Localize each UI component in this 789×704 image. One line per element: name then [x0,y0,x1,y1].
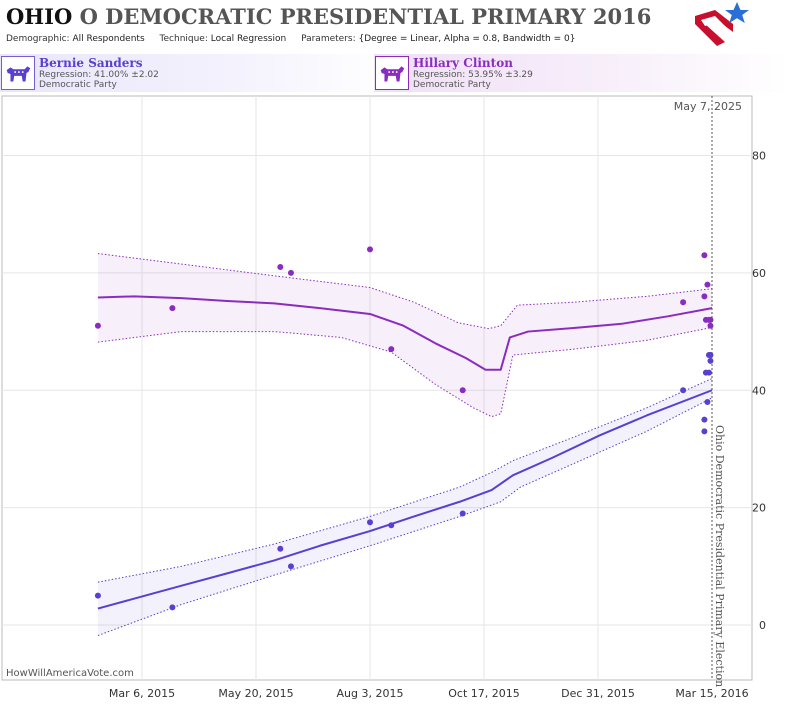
confidence-band-bernie-sanders [97,378,713,636]
y-tick-label: 80 [752,150,766,163]
parameters-label: Parameters: [301,34,356,44]
data-point-bernie-sanders [459,510,466,517]
data-point-bernie-sanders [707,352,714,359]
x-tick-label: Aug 3, 2015 [337,687,404,700]
data-point-bernie-sanders [287,563,294,570]
band-lower-bernie-sanders [97,397,713,637]
data-point-bernie-sanders [705,369,712,376]
democratic-donkey-icon [375,56,409,90]
data-point-hillary-clinton [707,316,714,323]
y-tick-label: 0 [759,619,766,632]
technique-value: Local Regression [210,34,287,44]
chart-header: OHIO O DEMOCRATIC PRESIDENTIAL PRIMARY 2… [0,0,789,50]
data-point-hillary-clinton [367,246,373,253]
data-point-bernie-sanders [704,398,711,405]
data-point-hillary-clinton [277,264,284,271]
candidate-party: Democratic Party [39,80,117,90]
trend-line-bernie-sanders [97,389,713,610]
chart-title: OHIO O DEMOCRATIC PRESIDENTIAL PRIMARY 2… [6,4,651,29]
current-date-label: May 7, 2025 [674,100,742,113]
x-tick-label: Oct 17, 2015 [448,687,520,700]
chart-meta: Demographic: All Respondents Technique: … [6,34,575,44]
title-rest: O DEMOCRATIC PRESIDENTIAL PRIMARY 2016 [79,4,652,29]
data-point-bernie-sanders [94,592,101,599]
data-point-hillary-clinton [388,346,395,353]
data-point-bernie-sanders [701,416,708,423]
data-point-hillary-clinton [701,293,708,300]
state-name: OHIO [6,4,73,29]
y-tick-label: 40 [752,384,766,397]
band-upper-bernie-sanders [97,378,713,583]
data-point-hillary-clinton [169,305,176,312]
data-point-bernie-sanders [680,387,687,394]
x-tick-label: Mar 6, 2015 [109,687,175,700]
y-tick-label: 60 [752,267,766,280]
democratic-donkey-icon [1,56,35,90]
data-point-bernie-sanders [277,545,284,552]
trend-line-hillary-clinton [97,295,713,371]
demographic-label: Demographic: [6,34,70,44]
data-point-hillary-clinton [680,299,687,306]
data-point-hillary-clinton [701,252,708,259]
site-logo [695,2,749,46]
plot-frame [1,95,753,681]
data-point-bernie-sanders [367,519,373,526]
data-point-hillary-clinton [704,281,711,288]
parameters-value: {Degree = Linear, Alpha = 0.8, Bandwidth… [358,34,576,44]
data-point-bernie-sanders [701,428,708,435]
demographic-value: All Respondents [72,34,145,44]
data-point-hillary-clinton [459,387,466,394]
candidate-name: Hillary Clinton [413,56,513,70]
band-lower-hillary-clinton [97,326,713,418]
x-tick-label: Dec 31, 2015 [561,687,635,700]
candidate-regression: Regression: 41.00% ±2.02 [39,70,159,80]
data-point-hillary-clinton [94,322,101,329]
election-label: Ohio Democratic Presidential Primary Ele… [713,425,726,687]
data-point-bernie-sanders [388,522,395,529]
candidate-party: Democratic Party [413,80,491,90]
data-point-hillary-clinton [287,269,294,276]
legend-hillary-clinton: Hillary Clinton Regression: 53.95% ±3.29… [374,54,789,92]
watermark: HowWillAmericaVote.com [6,668,134,679]
data-point-hillary-clinton [707,322,714,329]
technique-label: Technique: [159,34,208,44]
data-point-bernie-sanders [169,604,176,611]
band-upper-hillary-clinton [97,253,713,330]
data-point-bernie-sanders [707,357,714,364]
legend-bernie-sanders: Bernie Sanders Regression: 41.00% ±2.02 … [0,54,394,92]
x-tick-label: Mar 15, 2016 [675,687,748,700]
y-tick-label: 20 [752,502,766,515]
candidate-regression: Regression: 53.95% ±3.29 [413,70,533,80]
x-tick-label: May 20, 2015 [218,687,293,700]
candidate-name: Bernie Sanders [39,56,143,70]
confidence-band-hillary-clinton [97,253,713,417]
